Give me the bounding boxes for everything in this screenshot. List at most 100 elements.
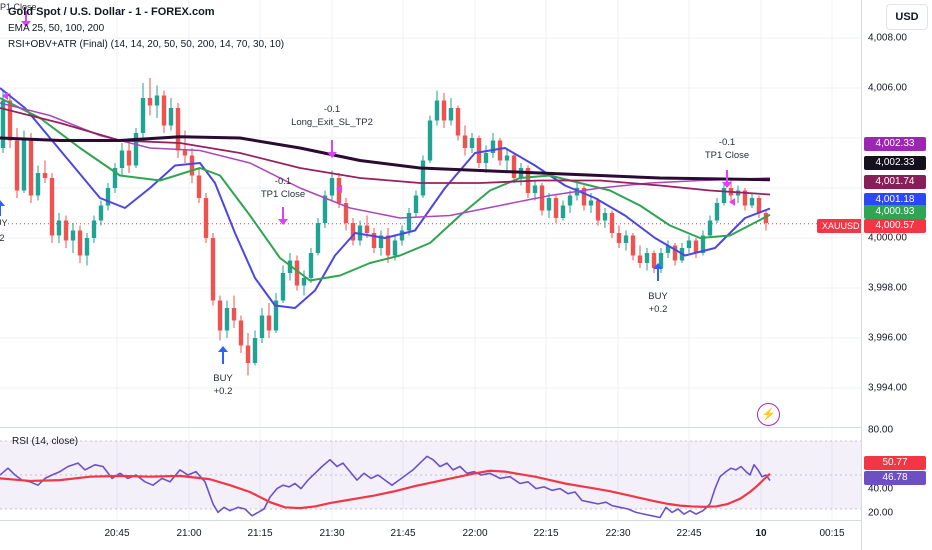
time-label: 00:15 [819, 528, 845, 539]
candle-body [651, 253, 657, 268]
candle-body [280, 273, 286, 301]
ema-indicator-label[interactable]: EMA 25, 50, 100, 200 [8, 23, 105, 35]
time-label: 21:00 [176, 528, 202, 539]
candle-body [455, 108, 461, 136]
rsi-line-rsi-ma[interactable] [0, 469, 771, 510]
candle-body [476, 138, 482, 163]
rsi-obv-atr-indicator-label[interactable]: RSI+OBV+ATR (Final) (14, 14, 20, 50, 50,… [8, 38, 285, 50]
candle-body [28, 138, 34, 196]
sell-signal-label: -0.1 TP1 Close [704, 137, 750, 161]
candle-body [287, 260, 293, 273]
candle-body [602, 213, 608, 221]
time-label: 22:00 [462, 528, 488, 539]
candle-body [322, 195, 328, 223]
candle-body [133, 133, 139, 166]
candle-body [469, 138, 475, 148]
signal-triangle-icon [2, 92, 8, 100]
line-value-label: 46.78 [864, 471, 926, 485]
candle-body [217, 300, 223, 331]
candle-body [532, 185, 538, 193]
rsi-line-rsi[interactable] [0, 455, 771, 519]
sell-signal-label: -0.1 TP1 Close [260, 176, 306, 200]
candle-body [420, 160, 426, 196]
candle-body [483, 153, 489, 163]
candle-body [413, 195, 419, 213]
candle-body [686, 240, 692, 248]
candle-body [168, 108, 174, 126]
overlay-line-ema-50[interactable] [0, 97, 771, 282]
price-tick: 4,008.00 [868, 32, 907, 44]
candle-body [763, 213, 769, 223]
candle-body [427, 120, 433, 161]
time-axis[interactable]: 20:45 21:00 21:15 21:30 21:45 22:00 22:15 22:30… [0, 520, 862, 550]
price-axis[interactable]: USD 4,008.00 4,006.00 4,000.00 3,998.00 3,99… [861, 0, 932, 550]
price-pane[interactable] [0, 0, 862, 428]
candle-body [231, 308, 237, 321]
candle-body [658, 253, 664, 268]
time-label: 22:45 [676, 528, 702, 539]
candle-body [406, 213, 412, 231]
chart-area[interactable]: P1 Close UY 0.2 Gold Spot / U.S. Dollar … [0, 0, 862, 550]
line-value-label: 4,000.57 [864, 219, 926, 233]
sell-signal-label: -0.1 Long_Exit_SL_TP2 [291, 104, 373, 128]
sell-arrow-icon [21, 11, 31, 27]
candle-body [126, 150, 132, 166]
candle-body [301, 278, 307, 286]
candle-body [623, 235, 629, 243]
candle-body [511, 155, 517, 178]
candle-body [462, 135, 468, 148]
overlay-line-ema-25[interactable] [0, 87, 771, 309]
candle-body [0, 100, 6, 148]
rsi-pane[interactable] [0, 428, 862, 520]
candle-body [21, 138, 27, 191]
symbol-price-tag: XAUUSD [817, 219, 862, 233]
candle-body [665, 245, 671, 253]
candle-body [546, 198, 552, 211]
rsi-tick: 20.00 [868, 507, 894, 519]
time-label: 20:45 [104, 528, 130, 539]
price-tick: 4,000.00 [868, 232, 907, 244]
sell-arrow-icon [722, 170, 732, 188]
rsi-pane-label[interactable]: RSI (14, close) [12, 436, 79, 447]
candle-body [343, 203, 349, 223]
candle-body [14, 140, 20, 191]
line-value-label: 4,001.74 [864, 175, 926, 189]
candle-body [350, 223, 356, 241]
candle-body [539, 185, 545, 211]
overlay-line-ema-100[interactable] [0, 102, 771, 219]
candle-body [630, 235, 636, 256]
candle-body [497, 140, 503, 161]
candle-body [98, 205, 104, 221]
candle-body [70, 230, 76, 241]
candle-body [308, 253, 314, 278]
candle-body [700, 235, 706, 253]
candle-body [245, 345, 251, 363]
pane-separator[interactable] [0, 427, 862, 428]
candles [0, 78, 769, 376]
candle-body [553, 198, 559, 218]
line-value-label: 50.77 [864, 456, 926, 470]
candle-body [105, 188, 111, 206]
candle-body [434, 100, 440, 121]
candle-body [567, 195, 573, 206]
price-tick: 3,994.00 [868, 382, 907, 394]
candle-body [224, 308, 230, 331]
candle-body [504, 155, 510, 161]
symbol-title[interactable]: Gold Spot / U.S. Dollar - 1 - FOREX.com [8, 6, 215, 18]
legend: Gold Spot / U.S. Dollar - 1 - FOREX.com … [8, 4, 284, 52]
candle-body [77, 230, 83, 256]
clipped-buy-text: UY [0, 218, 8, 228]
candle-body [175, 108, 181, 151]
candle-body [7, 100, 13, 141]
candle-body [329, 178, 335, 196]
candle-body [378, 235, 384, 248]
overlay-line-ema-200[interactable] [0, 135, 771, 182]
clipped-signal-text: P1 Close [0, 2, 37, 12]
price-tick: 3,996.00 [868, 332, 907, 344]
currency-toggle-button[interactable]: USD [886, 4, 928, 30]
candle-body [441, 100, 447, 121]
candle-body [616, 233, 622, 243]
buy-signal-label: BUY +0.2 [213, 373, 233, 397]
instant-trading-button[interactable]: ⚡ [757, 403, 780, 426]
candle-body [749, 198, 755, 206]
